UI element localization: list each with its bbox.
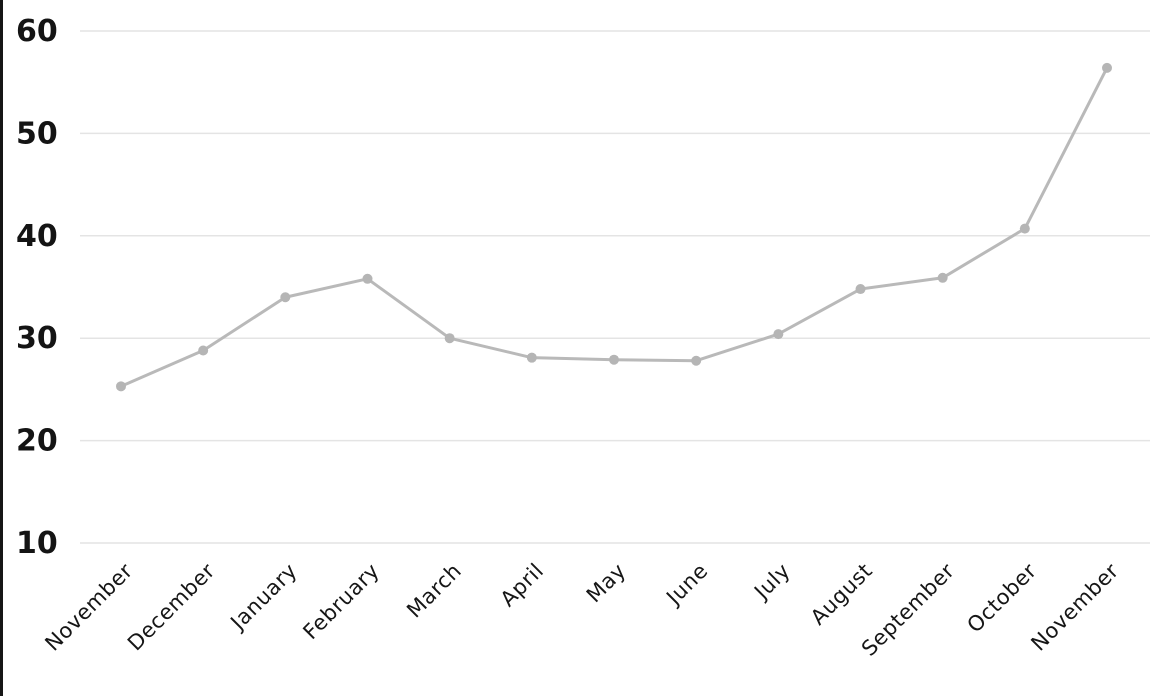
x-axis-tick-label: May — [582, 559, 631, 608]
data-point — [1102, 62, 1112, 73]
x-axis-tick-label: August — [806, 559, 877, 630]
data-point — [362, 273, 373, 284]
data-point — [1019, 223, 1030, 234]
x-axis-tick-label: June — [661, 559, 713, 611]
y-axis-tick-label: 30 — [16, 321, 58, 356]
x-axis-tick-label: March — [402, 559, 466, 623]
data-point — [691, 355, 702, 366]
x-axis-tick-label: October — [962, 559, 1041, 638]
x-axis-tick-label: November — [40, 559, 137, 656]
x-axis-tick-label: April — [496, 559, 549, 612]
y-axis-tick-label: 50 — [16, 116, 58, 151]
x-axis-tick-label: July — [748, 559, 795, 606]
x-axis-tick-label: February — [298, 559, 384, 645]
data-point — [280, 292, 291, 303]
data-point — [855, 284, 866, 295]
data-point — [198, 345, 209, 356]
data-point — [609, 354, 619, 365]
data-point — [773, 329, 784, 340]
y-axis-tick-label: 60 — [16, 14, 58, 49]
data-point — [444, 333, 455, 344]
y-axis-tick-label: 10 — [16, 526, 58, 561]
y-axis-tick-label: 20 — [16, 424, 58, 459]
x-axis-tick-label: January — [225, 559, 302, 636]
x-axis-tick-label: November — [1026, 559, 1123, 656]
data-point — [526, 352, 537, 363]
data-point — [937, 272, 948, 283]
x-axis-tick-label: December — [123, 559, 220, 656]
left-border — [0, 0, 3, 696]
y-axis-tick-label: 40 — [16, 219, 58, 254]
data-point — [116, 381, 126, 392]
